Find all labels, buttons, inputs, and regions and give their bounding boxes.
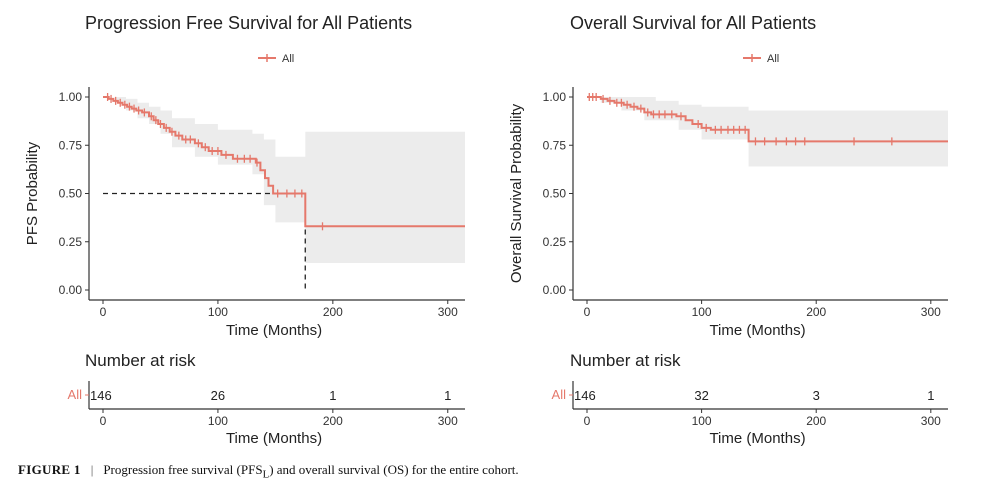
figure-caption: FIGURE 1 | Progression free survival (PFSL… xyxy=(18,462,968,481)
panel1-risk-x-tick-label: 100 xyxy=(208,414,228,428)
panel2-y-tick-label: 0.00 xyxy=(543,283,567,297)
panel2-risk-count: 146 xyxy=(574,388,596,403)
panel2-risk-strata-label: All xyxy=(552,387,567,402)
panel2-risk-count: 1 xyxy=(927,388,934,403)
panel2-risk-count: 3 xyxy=(813,388,820,403)
panel1-y-tick-label: 1.00 xyxy=(59,90,83,104)
panel2-risk-count: 32 xyxy=(694,388,708,403)
caption-subscript: L xyxy=(262,468,270,481)
panel2-risk-x-axis-label: Time (Months) xyxy=(709,430,805,447)
panel2-risk-x-tick-label: 0 xyxy=(584,414,591,428)
panel1-risk-count: 1 xyxy=(444,388,451,403)
panel1-risk-table-title: Number at risk xyxy=(85,351,196,370)
panel2-y-axis-label: Overall Survival Probability xyxy=(508,103,525,283)
panel1-risk-x-tick-label: 0 xyxy=(100,414,107,428)
panel2-y-tick-label: 0.50 xyxy=(543,187,567,201)
panel1-x-tick-label: 300 xyxy=(438,305,458,319)
caption-label: FIGURE 1 xyxy=(18,462,81,477)
panel1-risk-x-tick-label: 200 xyxy=(323,414,343,428)
panel1-legend-label: All xyxy=(282,53,294,65)
panel1-x-tick-label: 200 xyxy=(323,305,343,319)
panel1-x-tick-label: 0 xyxy=(100,305,107,319)
panel1-risk-x-tick-label: 300 xyxy=(438,414,458,428)
panel1-y-tick-label: 0.00 xyxy=(59,283,83,297)
panel1-y-tick-label: 0.75 xyxy=(59,138,83,152)
panel1-y-axis-label: PFS Probability xyxy=(24,141,41,245)
panel2-risk-x-tick-label: 300 xyxy=(921,414,941,428)
caption-text-before: Progression free survival (PFS xyxy=(103,462,263,477)
panel1-risk-strata-label: All xyxy=(68,387,83,402)
caption-separator: | xyxy=(90,462,94,477)
panel2-y-tick-label: 0.25 xyxy=(543,235,567,249)
panel1-y-tick-label: 0.25 xyxy=(59,235,83,249)
panel2-risk-table-title: Number at risk xyxy=(570,351,681,370)
panel2-risk-x-tick-label: 200 xyxy=(806,414,826,428)
panel2-y-tick-label: 0.75 xyxy=(543,138,567,152)
panel1-risk-x-axis-label: Time (Months) xyxy=(226,430,322,447)
panel2-x-tick-label: 0 xyxy=(584,305,591,319)
panel2-legend-label: All xyxy=(767,53,779,65)
panel1-x-axis-label: Time (Months) xyxy=(226,322,322,339)
panel1-risk-count: 1 xyxy=(329,388,336,403)
panel2-x-axis-label: Time (Months) xyxy=(709,322,805,339)
panel2-x-tick-label: 100 xyxy=(692,305,712,319)
panel2-chart-title: Overall Survival for All Patients xyxy=(570,13,816,33)
panel1-y-tick-label: 0.50 xyxy=(59,187,83,201)
panel1-risk-count: 26 xyxy=(211,388,225,403)
panel2-x-tick-label: 200 xyxy=(806,305,826,319)
panel1-chart-title: Progression Free Survival for All Patien… xyxy=(85,13,412,33)
panel2-risk-x-tick-label: 100 xyxy=(692,414,712,428)
panel1-x-tick-label: 100 xyxy=(208,305,228,319)
panel2-x-tick-label: 300 xyxy=(921,305,941,319)
caption-text-after: ) and overall survival (OS) for the enti… xyxy=(269,462,519,477)
panel2-y-tick-label: 1.00 xyxy=(543,90,567,104)
panel1-risk-count: 146 xyxy=(90,388,112,403)
